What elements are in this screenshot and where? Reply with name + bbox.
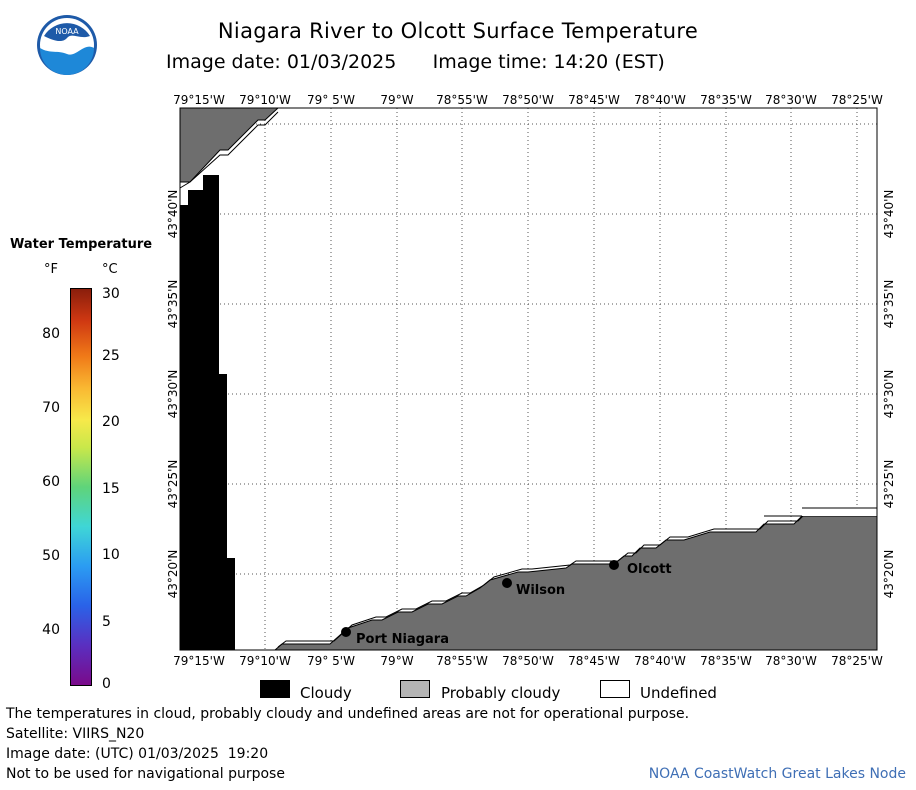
legend-c-tick: 5 bbox=[102, 614, 111, 630]
shoreline-northwest bbox=[179, 111, 279, 189]
noaa-logo-text: NOAA bbox=[55, 27, 79, 36]
lon-tick-top: 79°15'W bbox=[173, 93, 225, 107]
legend-c-tick: 30 bbox=[102, 286, 120, 302]
lon-tick-bottom: 78°35'W bbox=[700, 654, 752, 668]
lon-tick-bottom: 78°45'W bbox=[568, 654, 620, 668]
lon-tick-top: 78°40'W bbox=[634, 93, 686, 107]
noaa-logo: NOAA bbox=[37, 15, 97, 75]
key-label-undefined: Undefined bbox=[640, 684, 717, 702]
key-swatch-probably-cloudy bbox=[400, 680, 430, 698]
shoreline-south-outer bbox=[277, 512, 877, 648]
legend-c-tick: 15 bbox=[102, 481, 120, 497]
lon-tick-top: 79°10'W bbox=[239, 93, 291, 107]
legend-f-tick: 70 bbox=[42, 400, 60, 416]
cloudy-area-west bbox=[180, 175, 235, 650]
lat-tick-left: 43°35'N bbox=[166, 280, 180, 329]
place-port-niagara: Port Niagara bbox=[341, 627, 449, 647]
lon-tick-bottom: 78°30'W bbox=[765, 654, 817, 668]
key-swatch-cloudy bbox=[260, 680, 290, 698]
key-swatch-undefined bbox=[600, 680, 630, 698]
lon-tick-top: 78°50'W bbox=[502, 93, 554, 107]
footer-credit: NOAA CoastWatch Great Lakes Node bbox=[648, 766, 906, 782]
legend-f-tick: 50 bbox=[42, 548, 60, 564]
legend-unit-c: °C bbox=[102, 262, 118, 277]
undefined-strip bbox=[802, 508, 877, 516]
lon-labels-top: 79°15'W 79°10'W 79° 5'W 79°W 78°55'W 78°… bbox=[173, 93, 883, 107]
lon-tick-bottom: 79°W bbox=[380, 654, 413, 668]
lat-tick-left: 43°25'N bbox=[166, 460, 180, 509]
legend-c-tick: 0 bbox=[102, 676, 111, 692]
lon-tick-top: 78°45'W bbox=[568, 93, 620, 107]
place-marker bbox=[609, 560, 619, 570]
legend-c-tick: 10 bbox=[102, 547, 120, 563]
legend-c-tick: 25 bbox=[102, 348, 120, 364]
lat-labels-left: 43°40'N 43°35'N 43°30'N 43°25'N 43°20'N bbox=[166, 190, 180, 599]
lat-tick-right: 43°25'N bbox=[882, 460, 896, 509]
lon-tick-bottom: 78°50'W bbox=[502, 654, 554, 668]
lon-labels-bottom: 79°15'W 79°10'W 79° 5'W 79°W 78°55'W 78°… bbox=[173, 654, 883, 668]
lon-tick-bottom: 78°40'W bbox=[634, 654, 686, 668]
place-olcott: Olcott bbox=[609, 560, 672, 577]
legend-f-tick: 80 bbox=[42, 326, 60, 342]
image-date: Image date: 01/03/2025 bbox=[166, 51, 397, 73]
map-frame bbox=[179, 107, 878, 651]
image-datetime: Image date: 01/03/2025 Image time: 14:20… bbox=[166, 51, 665, 73]
lat-labels-right: 43°40'N 43°35'N 43°30'N 43°25'N 43°20'N bbox=[882, 190, 896, 599]
shoreline-south bbox=[274, 515, 877, 651]
lat-tick-left: 43°20'N bbox=[166, 550, 180, 599]
lon-tick-top: 79° 5'W bbox=[307, 93, 355, 107]
key-label-probably-cloudy: Probably cloudy bbox=[441, 684, 561, 702]
lat-tick-right: 43°40'N bbox=[882, 190, 896, 239]
place-label: Port Niagara bbox=[356, 632, 449, 647]
image-time: Image time: 14:20 (EST) bbox=[432, 51, 665, 73]
page-title: Niagara River to Olcott Surface Temperat… bbox=[217, 19, 699, 43]
footer-satellite: Satellite: VIIRS_N20 bbox=[6, 726, 145, 742]
place-label: Olcott bbox=[627, 562, 672, 577]
lon-tick-bottom: 79° 5'W bbox=[307, 654, 355, 668]
lon-tick-top: 78°55'W bbox=[436, 93, 488, 107]
lat-tick-left: 43°30'N bbox=[166, 370, 180, 419]
probably-cloudy-area-northwest bbox=[179, 107, 280, 183]
lat-tick-left: 43°40'N bbox=[166, 190, 180, 239]
footer-nav-warning: Not to be used for navigational purpose bbox=[6, 766, 285, 782]
lat-tick-right: 43°35'N bbox=[882, 280, 896, 329]
lat-tick-right: 43°30'N bbox=[882, 370, 896, 419]
lon-tick-top: 78°35'W bbox=[700, 93, 752, 107]
lon-tick-bottom: 78°55'W bbox=[436, 654, 488, 668]
legend-unit-f: °F bbox=[44, 262, 58, 277]
lon-tick-top: 79°W bbox=[380, 93, 413, 107]
place-label: Wilson bbox=[516, 583, 565, 598]
legend-c-tick: 20 bbox=[102, 414, 120, 430]
probably-cloudy-area-south bbox=[275, 516, 877, 650]
legend-title: Water Temperature bbox=[10, 237, 153, 252]
key-label-cloudy: Cloudy bbox=[300, 684, 352, 702]
lon-tick-top: 78°30'W bbox=[765, 93, 817, 107]
lon-tick-top: 78°25'W bbox=[831, 93, 883, 107]
lat-tick-right: 43°20'N bbox=[882, 550, 896, 599]
place-marker bbox=[502, 578, 512, 588]
place-wilson: Wilson bbox=[502, 578, 565, 598]
legend-f-tick: 60 bbox=[42, 474, 60, 490]
footer-note: The temperatures in cloud, probably clou… bbox=[6, 706, 690, 722]
legend-f-tick: 40 bbox=[42, 622, 60, 638]
temperature-colorbar bbox=[70, 288, 92, 686]
footer-utc-date: Image date: (UTC) 01/03/2025 19:20 bbox=[6, 746, 269, 762]
place-marker bbox=[341, 627, 351, 637]
lon-tick-bottom: 78°25'W bbox=[831, 654, 883, 668]
lon-tick-bottom: 79°15'W bbox=[173, 654, 225, 668]
lon-tick-bottom: 79°10'W bbox=[239, 654, 291, 668]
